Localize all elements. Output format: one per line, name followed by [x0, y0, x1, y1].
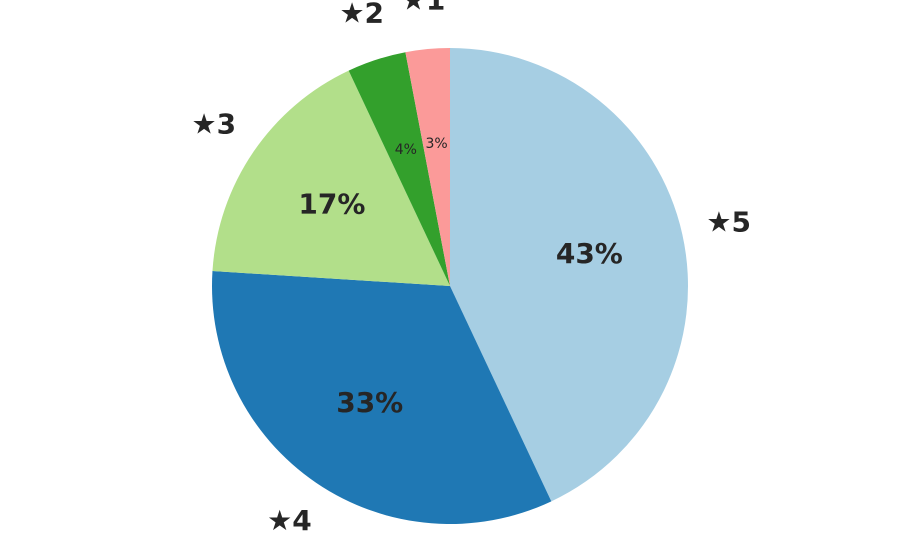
category-label: ★5 — [706, 206, 751, 239]
pie-slice — [211, 271, 552, 524]
pie-slice — [450, 48, 689, 502]
pie-slice — [405, 48, 450, 286]
category-label: ★1 — [401, 0, 446, 17]
category-label: ★2 — [339, 0, 384, 29]
category-label: ★3 — [191, 107, 236, 140]
value-label: 43% — [556, 237, 623, 270]
value-label: 4% — [395, 142, 417, 158]
value-label: 33% — [336, 386, 403, 419]
pie-slice — [212, 70, 450, 287]
pie-slice — [348, 52, 450, 286]
value-label: 17% — [298, 188, 365, 221]
category-label: ★4 — [267, 504, 312, 537]
value-label: 3% — [425, 136, 447, 152]
